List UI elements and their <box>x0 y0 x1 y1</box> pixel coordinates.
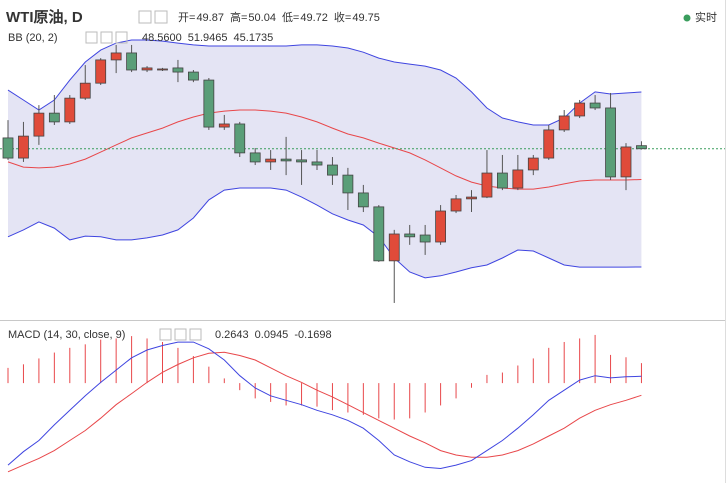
bb-icons[interactable] <box>85 31 128 44</box>
macd-icons[interactable] <box>159 328 202 341</box>
candle-body <box>419 234 431 243</box>
band-fill <box>8 40 642 278</box>
plot-layer <box>0 39 726 473</box>
eye-icon[interactable] <box>85 31 98 44</box>
candle-body <box>95 59 107 84</box>
ohlc-label: 开= <box>178 12 195 24</box>
candle-body <box>543 129 555 159</box>
candle-body <box>48 112 60 123</box>
close-icon[interactable] <box>189 328 202 341</box>
candle-body <box>496 172 508 189</box>
candle-body <box>481 172 493 198</box>
close-icon[interactable] <box>115 31 128 44</box>
candle-body <box>157 68 168 71</box>
candle-body <box>466 196 477 200</box>
candle-body <box>357 192 369 208</box>
band-line <box>7 187 642 279</box>
band-line <box>7 109 642 190</box>
ohlc-value: 49.72 <box>300 12 328 24</box>
candle-body <box>203 79 215 128</box>
candle-body <box>605 107 616 178</box>
candle-body <box>280 158 292 162</box>
candle-body <box>450 198 462 212</box>
settings-icon[interactable] <box>100 31 113 44</box>
candle-body <box>512 169 524 189</box>
legend-value: 0.2643 <box>215 329 249 341</box>
candle-body <box>574 102 586 117</box>
candle-body <box>589 102 601 109</box>
legend-value: 48.5600 <box>142 32 182 44</box>
candle-body <box>218 123 230 128</box>
header-icons[interactable] <box>138 10 168 24</box>
candle-body <box>249 152 261 163</box>
candle-body <box>435 210 447 243</box>
candle-body <box>265 158 277 163</box>
eye-icon[interactable] <box>159 328 172 341</box>
ohlc-label: 高= <box>230 10 247 24</box>
legend-value: 0.0945 <box>255 329 289 341</box>
band-line <box>7 39 642 126</box>
ohlc-label: 低= <box>282 11 299 24</box>
candle-body <box>388 233 400 262</box>
ohlc-value: 49.87 <box>196 12 224 24</box>
candle-body <box>404 233 416 238</box>
candle-body <box>2 137 14 159</box>
candle-body <box>527 157 539 171</box>
legend-value: 51.9465 <box>188 32 228 44</box>
ohlc-value: 50.04 <box>248 12 276 24</box>
macd-line <box>7 341 642 470</box>
status-dot <box>683 14 691 22</box>
ohlc-value: 49.75 <box>352 12 380 24</box>
symbol-title: WTI原油, D <box>6 8 83 26</box>
legend-value: -0.1698 <box>294 329 331 341</box>
candle-body <box>296 159 307 163</box>
candle-body <box>18 135 29 159</box>
macd-label: MACD (14, 30, close, 9) <box>8 329 125 341</box>
candle-body <box>558 115 570 131</box>
legend-value: 45.1735 <box>234 32 274 44</box>
candle-body <box>172 67 184 73</box>
candle-body <box>327 164 338 176</box>
candle-body <box>311 161 323 166</box>
candle-body <box>33 112 45 137</box>
macd-line <box>7 351 642 473</box>
candle-body <box>187 71 199 81</box>
candle-body <box>636 145 647 150</box>
candle-body <box>620 146 632 178</box>
candle-body <box>79 82 91 99</box>
candle-body <box>373 206 385 262</box>
candle-body <box>126 52 137 71</box>
candle-body <box>64 97 76 123</box>
settings-icon[interactable] <box>174 328 187 341</box>
ohlc-fields: 开= 49.87 高= 50.04 低= 49.72 收= 49.75 <box>178 10 380 24</box>
candle-body <box>141 67 153 71</box>
bb-label: BB (20, 2) <box>8 32 58 44</box>
eye-icon[interactable] <box>138 10 152 24</box>
candle-body <box>110 52 122 61</box>
status-label: 实时 <box>695 10 717 24</box>
ohlc-label: 收= <box>334 10 351 24</box>
settings-icon[interactable] <box>154 10 168 24</box>
candle-body <box>342 174 354 194</box>
candle-body <box>234 123 246 154</box>
